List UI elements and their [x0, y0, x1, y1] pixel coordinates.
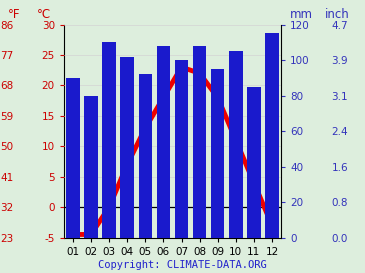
Bar	[139, 74, 152, 238]
Bar	[229, 51, 243, 238]
Bar	[211, 69, 224, 238]
Bar	[66, 78, 80, 238]
Bar	[120, 57, 134, 238]
Bar	[265, 33, 279, 238]
Text: mm: mm	[289, 8, 313, 21]
Bar	[84, 96, 98, 238]
Bar	[193, 46, 206, 238]
Text: °C: °C	[37, 8, 51, 21]
Text: °F: °F	[8, 8, 21, 21]
Text: Copyright: CLIMATE-DATA.ORG: Copyright: CLIMATE-DATA.ORG	[98, 260, 267, 270]
Bar	[102, 42, 116, 238]
Text: inch: inch	[325, 8, 350, 21]
Bar	[157, 46, 170, 238]
Bar	[175, 60, 188, 238]
Bar	[247, 87, 261, 238]
